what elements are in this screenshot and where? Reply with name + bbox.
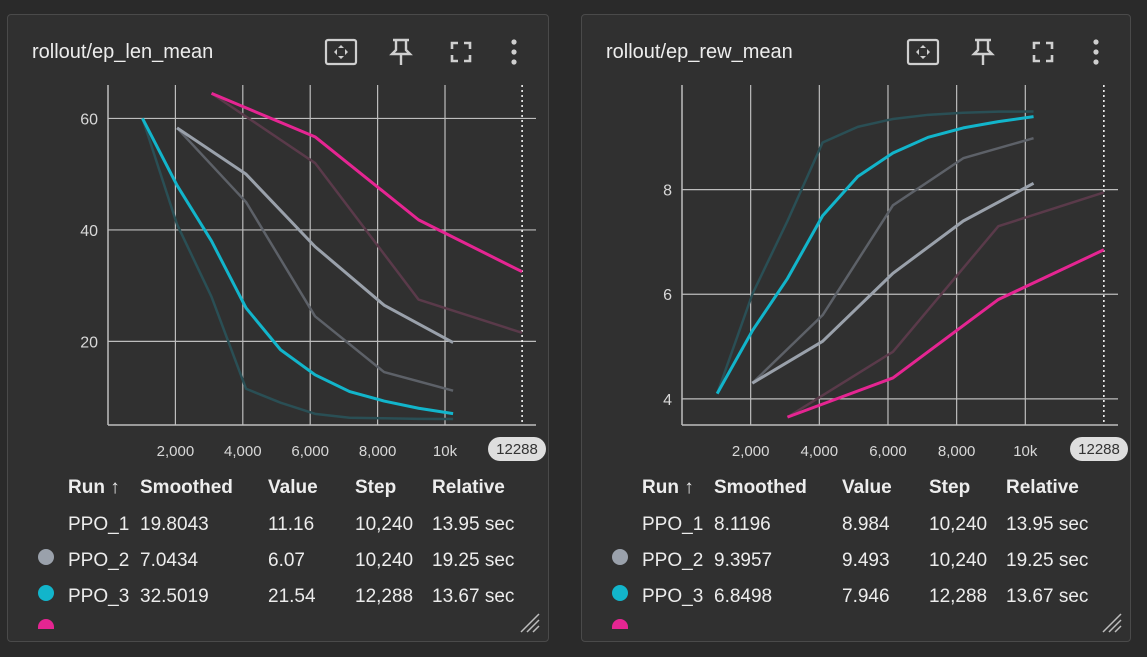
chart-title: rollout/ep_rew_mean: [606, 41, 793, 63]
row-smoothed: 32.5019: [140, 586, 209, 607]
line-chart-ep-rew-mean[interactable]: 2,000 4,000 6,000 8,000 10k 4 6 8 12288: [582, 85, 1130, 470]
x-tick-label: 4,000: [224, 443, 262, 460]
header-step[interactable]: Step: [355, 477, 397, 498]
row-value: 21.54: [268, 586, 316, 607]
chart-card-ep-len-mean: rollout/ep_len_mean 2,000 4,000 6,000 8,000…: [7, 14, 549, 642]
row-run: PPO_3: [68, 586, 130, 607]
row-step: 12,288: [929, 586, 988, 607]
row-step: 12,288: [355, 586, 414, 607]
row-smoothed: 9.3957: [714, 550, 773, 571]
row-step: 10,240: [355, 514, 414, 535]
row-value: 7.946: [842, 586, 890, 607]
run-color-dot-ppo3: [612, 619, 628, 629]
row-step: 10,240: [355, 550, 414, 571]
series-raw-line-ppo_3: [786, 191, 1105, 419]
pin-icon[interactable]: [966, 37, 1000, 67]
run-color-dot-ppo3: [38, 619, 54, 629]
header-smoothed[interactable]: Smoothed: [714, 477, 807, 498]
x-tick-label: 4,000: [801, 443, 839, 460]
row-run: PPO_2: [642, 550, 704, 571]
pin-icon[interactable]: [384, 37, 418, 67]
y-tick-label: 20: [80, 334, 98, 351]
series-raw-line-ppo_1: [751, 136, 1034, 385]
series-smoothed-line-ppo_3: [786, 248, 1105, 419]
row-smoothed: 7.0434: [140, 550, 199, 571]
x-tick-label: 8,000: [938, 443, 976, 460]
run-color-dot-ppo2: [38, 585, 54, 601]
header-run[interactable]: Run ↑: [68, 477, 120, 498]
row-value: 6.07: [268, 550, 305, 571]
row-value: 8.984: [842, 514, 890, 535]
row-smoothed: 8.1196: [714, 514, 771, 535]
row-step: 10,240: [929, 514, 988, 535]
x-tick-label: 10k: [433, 443, 458, 460]
hover-step-label: 12288: [496, 441, 538, 458]
header-step[interactable]: Step: [929, 477, 971, 498]
more-vert-icon[interactable]: [504, 37, 524, 67]
fullscreen-icon[interactable]: [1026, 37, 1060, 67]
series-smoothed-line-ppo_1: [751, 182, 1035, 385]
series-raw-line-ppo_2: [141, 118, 454, 421]
series-smoothed-line-ppo_2: [715, 115, 1034, 395]
row-smoothed: 19.8043: [140, 514, 209, 535]
row-run: PPO_3: [642, 586, 704, 607]
header-run[interactable]: Run ↑: [642, 477, 694, 498]
row-smoothed: 6.8498: [714, 586, 773, 607]
row-step: 10,240: [929, 550, 988, 571]
row-run: PPO_1: [68, 514, 130, 535]
legend-table: Run ↑ Smoothed Value Step Relative PPO_1…: [8, 473, 548, 633]
x-tick-label: 8,000: [359, 443, 397, 460]
hover-step-chip: [1070, 437, 1128, 461]
fit-to-data-icon[interactable]: [906, 37, 940, 67]
fit-to-data-icon[interactable]: [324, 37, 358, 67]
more-vert-icon[interactable]: [1086, 37, 1106, 67]
hover-step-label: 12288: [1078, 441, 1120, 458]
row-run: PPO_1: [642, 514, 704, 535]
hover-step-chip: [488, 437, 546, 461]
row-relative: 13.95 sec: [1006, 514, 1089, 535]
y-tick-label: 6: [663, 287, 672, 304]
row-value: 11.16: [268, 514, 315, 535]
header-smoothed[interactable]: Smoothed: [140, 477, 233, 498]
resize-handle-icon[interactable]: [1100, 611, 1122, 633]
x-tick-label: 10k: [1013, 443, 1038, 460]
chart-card-ep-rew-mean: rollout/ep_rew_mean 2,000 4,000 6,000 8,000…: [581, 14, 1131, 642]
series-smoothed-line-ppo_3: [210, 91, 523, 274]
y-tick-label: 40: [80, 223, 98, 240]
legend-table: Run ↑ Smoothed Value Step Relative PPO_1…: [582, 473, 1130, 633]
chart-title: rollout/ep_len_mean: [32, 41, 214, 63]
row-value: 9.493: [842, 550, 890, 571]
resize-handle-icon[interactable]: [518, 611, 540, 633]
row-relative: 13.95 sec: [432, 514, 515, 535]
x-tick-label: 2,000: [732, 443, 770, 460]
run-color-dot-ppo2: [612, 585, 628, 601]
header-relative[interactable]: Relative: [1006, 477, 1079, 498]
row-relative: 19.25 sec: [1006, 550, 1089, 571]
x-tick-label: 6,000: [291, 443, 329, 460]
x-tick-label: 2,000: [157, 443, 195, 460]
series-smoothed-line-ppo_1: [176, 126, 454, 344]
series-smoothed-line-ppo_2: [141, 117, 454, 416]
row-run: PPO_2: [68, 550, 130, 571]
header-relative[interactable]: Relative: [432, 477, 505, 498]
series-raw-line-ppo_3: [210, 92, 523, 335]
series-raw-line-ppo_1: [176, 127, 454, 392]
header-value[interactable]: Value: [842, 477, 892, 498]
y-tick-label: 4: [663, 392, 672, 409]
run-color-dot-ppo1: [612, 549, 628, 565]
row-relative: 19.25 sec: [432, 550, 515, 571]
row-relative: 13.67 sec: [1006, 586, 1089, 607]
line-chart-ep-len-mean[interactable]: 2,000 4,000 6,000 8,000 10k 20 40 60 12288: [8, 85, 548, 470]
header-value[interactable]: Value: [268, 477, 318, 498]
series-raw-line-ppo_2: [715, 110, 1034, 395]
y-tick-label: 60: [80, 111, 98, 128]
row-relative: 13.67 sec: [432, 586, 515, 607]
x-tick-label: 6,000: [869, 443, 907, 460]
y-tick-label: 8: [663, 183, 672, 200]
fullscreen-icon[interactable]: [444, 37, 478, 67]
run-color-dot-ppo1: [38, 549, 54, 565]
